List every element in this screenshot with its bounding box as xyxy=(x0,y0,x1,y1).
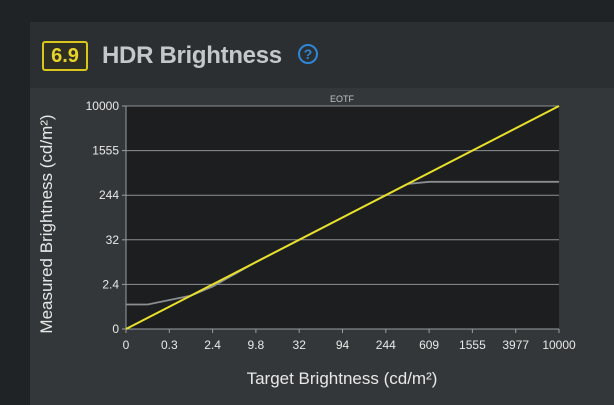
x-tick-label: 2.4 xyxy=(204,338,221,352)
section-header: 6.9 HDR Brightness ? xyxy=(30,22,614,88)
chart-series xyxy=(125,105,560,330)
y-tick-label: 244 xyxy=(99,188,119,202)
x-tick-label: 0 xyxy=(123,338,130,352)
x-tick-label: 32 xyxy=(293,338,307,352)
y-tick-label: 2.4 xyxy=(102,277,119,291)
x-tick-label: 3977 xyxy=(502,338,529,352)
x-tick-label: 244 xyxy=(376,338,396,352)
y-tick-label: 10000 xyxy=(86,99,120,113)
x-tick-label: 0.3 xyxy=(161,338,178,352)
y-tick-label: 1555 xyxy=(92,144,119,158)
y-tick-labels: 0 2.4 32 244 1555 10000 xyxy=(86,99,126,336)
y-tick-label: 0 xyxy=(112,322,119,336)
score-badge: 6.9 xyxy=(42,41,88,71)
x-tick-labels: 0 0.3 2.4 9.8 32 94 244 609 1555 3977 10000 xyxy=(123,329,576,352)
x-tick-label: 609 xyxy=(419,338,439,352)
x-axis-label: Target Brightness (cd/m²) xyxy=(247,369,438,388)
x-tick-label: 1555 xyxy=(459,338,486,352)
x-tick-label: 10000 xyxy=(542,338,576,352)
chart-title: EOTF xyxy=(330,94,355,104)
question-circle-icon[interactable]: ? xyxy=(298,44,318,64)
y-axis-label: Measured Brightness (cd/m²) xyxy=(37,114,56,333)
target-eotf-line xyxy=(125,105,560,330)
x-tick-label: 9.8 xyxy=(248,338,265,352)
y-tick-label: 32 xyxy=(106,233,120,247)
section-title: HDR Brightness xyxy=(102,42,282,69)
x-tick-label: 94 xyxy=(336,338,350,352)
